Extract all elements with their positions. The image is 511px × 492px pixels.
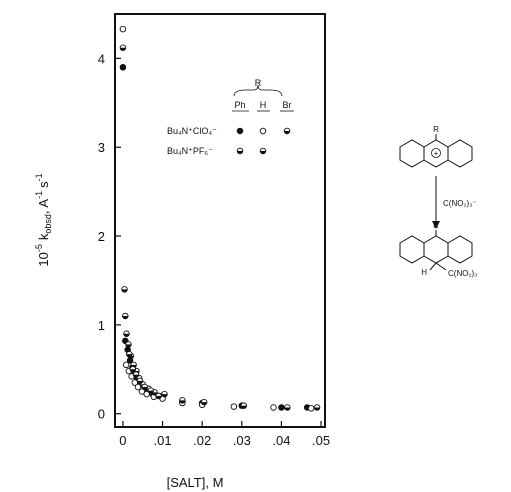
y-title-k: k [36,233,51,240]
y-title-tail-exp: -1 [34,191,44,199]
adduct-structure [399,230,473,271]
legend-brace [233,84,283,97]
data-point-pf6-h-fill [141,387,148,390]
data-point-clo4-br-fill [123,333,130,337]
data-point-clo4-br-fill [284,407,291,411]
anthracenium-cation-structure [399,134,473,168]
legend-marker-fill [284,131,290,134]
scheme-cation-charge: + [434,149,439,158]
legend-marker [259,127,267,135]
data-point-clo4-h [230,403,238,410]
y-axis-ticks: 0 1 2 3 4 [98,51,121,422]
legend-markers [236,127,291,155]
data-point-clo4-br-fill [121,289,128,293]
data-point-clo4-br-fill [240,405,247,409]
data-point-clo4-br-fill [201,402,207,405]
data-point-pf6-h-fill [137,380,143,384]
y-title-k-sub: obsd [43,214,53,234]
legend-marker-fill [237,151,243,154]
data-point-clo4-h [122,361,130,369]
y-tick-label: 4 [98,51,105,66]
data-point-clo4-br-fill [314,407,320,411]
data-point-pf6-h-fill [147,390,154,394]
data-point-clo4-br-fill [122,315,129,319]
data-point-clo4-h [270,404,277,411]
legend-group-label: R [255,78,262,88]
y-tick-label: 1 [98,318,105,333]
legend: R Ph H Br Bu₄N⁺ClO₄⁻ Bu₄N⁺PF₆⁻ [167,78,294,156]
data-point-clo4-br-fill [179,400,186,404]
reaction-scheme [399,134,473,271]
data-point-pf6-h-fill [126,354,133,357]
plot-frame [114,13,326,428]
x-tick-label: .04 [272,433,290,448]
data-markers [119,25,321,412]
data-point-clo4-h [119,25,127,33]
data-point-pf6-h-fill [130,369,136,373]
legend-marker [236,127,244,135]
x-tick-label: .03 [233,433,251,448]
y-title-prefix-exp: -5 [34,244,44,252]
scheme-substituent-bottom: R [433,221,439,230]
data-point-clo4-br-fill [125,344,132,348]
x-axis-title: [SALT], M [167,475,224,490]
scheme-reagent: C(NO₂)₃⁻ [443,199,477,208]
scheme-product-group: C(NO₂)₃ [448,269,477,278]
legend-row-pf6: Bu₄N⁺PF₆⁻ [167,146,213,156]
data-point-clo4-ph [278,404,285,411]
legend-row-clo4: Bu₄N⁺ClO₄⁻ [167,126,217,136]
x-tick-label: 0 [119,433,126,448]
legend-column-h: H [260,100,267,110]
y-axis-title: 10-5kobsd, A-1s-1 [34,173,53,266]
x-tick-label: .05 [312,433,330,448]
x-tick-label: .02 [193,433,211,448]
data-point-clo4-br-fill [161,394,168,397]
y-title-tail: , A [36,199,51,215]
data-point-clo4-h [134,383,142,391]
data-point-pf6-h-fill [133,374,139,378]
y-tick-label: 2 [98,229,105,244]
x-axis-ticks: 0 .01 .02 .03 .04 .05 [119,421,330,448]
legend-column-br: Br [283,100,292,110]
legend-column-ph: Ph [234,100,245,110]
data-point-pf6-h-fill [155,395,162,399]
x-tick-label: .01 [154,433,172,448]
reaction-scheme-labels: R + C(NO₂)₃⁻ R H C(NO₂)₃ [421,125,477,278]
scheme-product-h: H [421,268,427,277]
data-point-clo4-ph [119,64,127,71]
y-tick-label: 3 [98,140,105,155]
data-point-clo4-h [307,405,315,412]
data-point-clo4-br-fill [120,47,126,51]
legend-marker-fill [260,151,266,154]
y-tick-label: 0 [98,407,105,422]
y-title-s-exp: -1 [34,173,44,181]
y-title-s: s [36,181,51,188]
y-title-prefix: 10 [36,252,51,266]
reaction-arrowhead [432,221,440,229]
scheme-substituent-top: R [433,125,439,134]
